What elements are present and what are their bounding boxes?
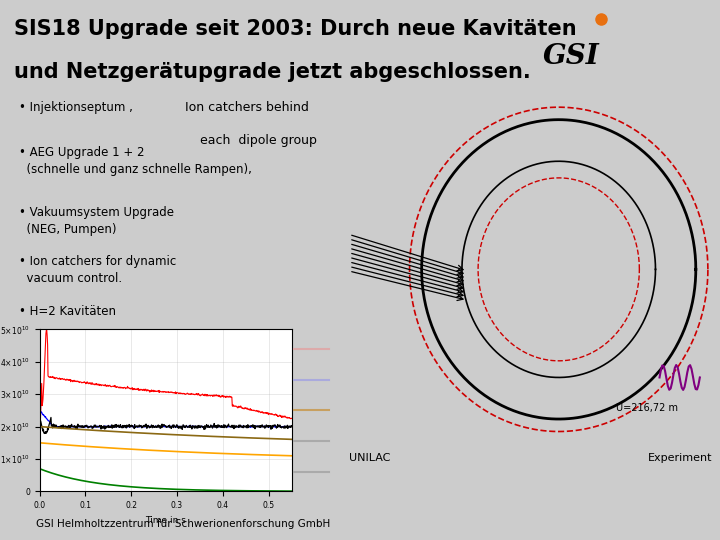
Text: SIS18 Upgrade seit 2003: Durch neue Kavitäten: SIS18 Upgrade seit 2003: Durch neue Kavi… (14, 19, 577, 39)
X-axis label: Time in s: Time in s (145, 516, 186, 525)
Text: und Netzgerätupgrade jetzt abgeschlossen.: und Netzgerätupgrade jetzt abgeschlossen… (14, 62, 531, 82)
Text: UNILAC: UNILAC (348, 453, 390, 463)
Text: GSI: GSI (543, 43, 600, 70)
Text: U=216,72 m: U=216,72 m (616, 403, 678, 413)
Text: • Vakuumsystem Upgrade
  (NEG, Pumpen): • Vakuumsystem Upgrade (NEG, Pumpen) (19, 206, 174, 235)
Text: • Ion catchers for dynamic
  vacuum control.: • Ion catchers for dynamic vacuum contro… (19, 255, 176, 285)
Text: • H=2 Kavitäten: • H=2 Kavitäten (19, 305, 116, 318)
Text: Experiment: Experiment (647, 453, 712, 463)
Text: GSI Helmholtzzentrum für Schwerionenforschung GmbH: GSI Helmholtzzentrum für Schwerionenfors… (36, 519, 330, 529)
Text: • AEG Upgrade 1 + 2
  (schnelle und ganz schnelle Rampen),: • AEG Upgrade 1 + 2 (schnelle und ganz s… (19, 146, 252, 176)
Text: • Injektionseptum ,: • Injektionseptum , (19, 102, 133, 114)
Text: Ion catchers behind: Ion catchers behind (185, 102, 309, 114)
Text: each  dipole group: each dipole group (200, 133, 318, 146)
